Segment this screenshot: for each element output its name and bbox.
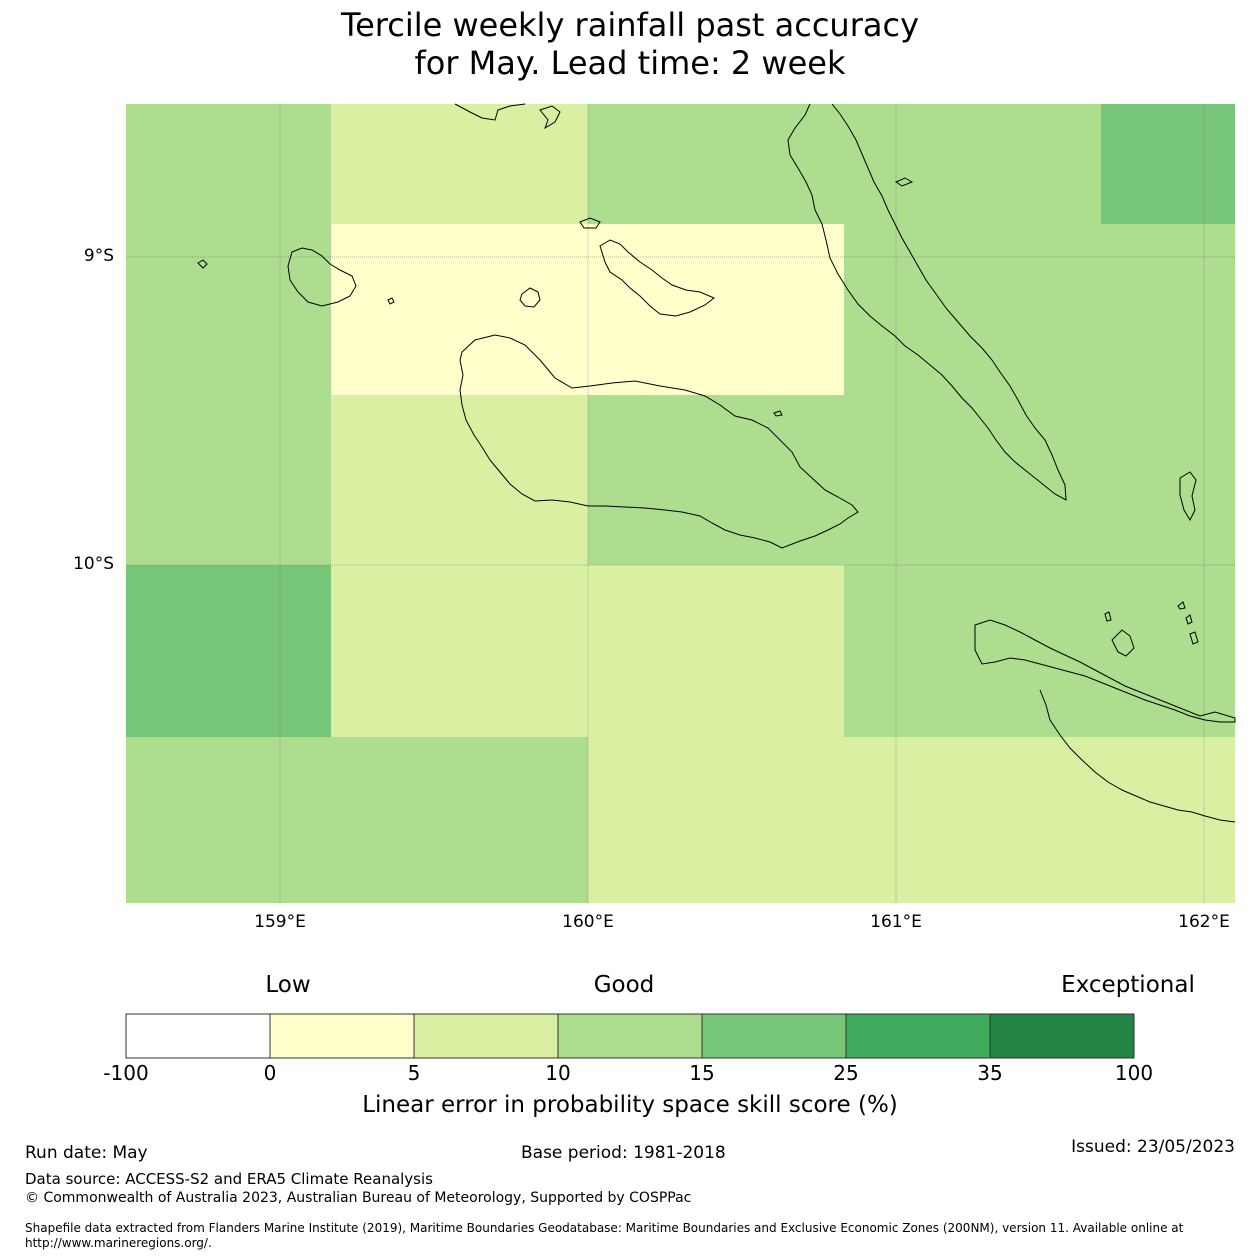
malaita-south-coastline (1039, 689, 1236, 823)
colorbar-tick: 5 (407, 1061, 421, 1085)
lon-label-160e: 160°E (562, 912, 614, 932)
grid-cell (844, 224, 1235, 737)
colorbar-tick: 0 (263, 1061, 277, 1085)
grid-cell (1101, 104, 1235, 224)
islet-makira-ne2 (1177, 601, 1186, 610)
graticule (126, 104, 1235, 903)
shapefile-note: Shapefile data extracted from Flanders M… (25, 1221, 1184, 1250)
small-island-mid (387, 297, 395, 305)
grid-cell (126, 565, 331, 737)
colorbar-tick: 15 (689, 1061, 715, 1085)
grid-cell (331, 104, 588, 224)
colorbar-title: Linear error in probability space skill … (362, 1092, 898, 1118)
colorbar-word-exceptional: Exceptional (1061, 972, 1195, 998)
ngella-north-coastline (454, 103, 526, 121)
grid-cell (331, 565, 844, 737)
colorbar-tick: 10 (545, 1061, 571, 1085)
chart-title-line-2: for May. Lead time: 2 week (414, 44, 846, 82)
islet-makira-ne3 (1185, 614, 1193, 625)
copyright: © Commonwealth of Australia 2023, Austra… (25, 1190, 692, 1206)
grid-cell (588, 104, 1101, 224)
colorbar-tick: -100 (103, 1061, 149, 1085)
lat-label-10s: 10°S (73, 554, 114, 574)
data-source: Data source: ACCESS-S2 and ERA5 Climate … (25, 1170, 433, 1188)
lon-label-161e: 161°E (870, 912, 922, 932)
lon-label-162e: 162°E (1178, 912, 1230, 932)
grid-cell (331, 395, 588, 565)
colorbar-tick: 100 (1114, 1061, 1154, 1085)
small-island-west (197, 259, 208, 269)
guadalcanal-coastline (459, 334, 859, 549)
grid-cell (331, 224, 844, 395)
islet-makira-north (1111, 629, 1135, 657)
skill-grid (126, 104, 1235, 903)
chart-title-line-1: Tercile weekly rainfall past accuracy (340, 6, 919, 44)
lat-label-9s: 9°S (83, 246, 114, 266)
islets-north-center (539, 105, 561, 130)
base-period: Base period: 1981-2018 (521, 1143, 726, 1163)
savo-island-coastline (519, 287, 541, 308)
makira-coastline (974, 619, 1236, 723)
grid-cell (588, 395, 844, 565)
russell-islands-coastline (287, 247, 357, 307)
coastlines (197, 103, 1236, 823)
islet-central (773, 410, 783, 417)
lon-label-159e: 159°E (254, 912, 306, 932)
grid-cell (126, 104, 331, 565)
issued-date: Issued: 23/05/2023 (1071, 1137, 1235, 1157)
colorbar-word-low: Low (265, 972, 311, 998)
islet-east-isabel (894, 177, 914, 187)
colorbar-tick: 35 (977, 1061, 1003, 1085)
colorbar-tick: 25 (833, 1061, 859, 1085)
islet-makira-ne1 (1104, 611, 1112, 622)
florida-islands-coastline (599, 239, 715, 317)
colorbar-word-good: Good (593, 972, 655, 998)
islet-north-florida (579, 217, 601, 229)
islet-makira-ne4 (1189, 631, 1199, 645)
grid-cell (126, 737, 588, 903)
run-date: Run date: May (25, 1143, 148, 1163)
grid-cell (588, 737, 1235, 903)
islet-far-east (1179, 471, 1197, 522)
santa-isabel-coastline (787, 103, 1067, 501)
